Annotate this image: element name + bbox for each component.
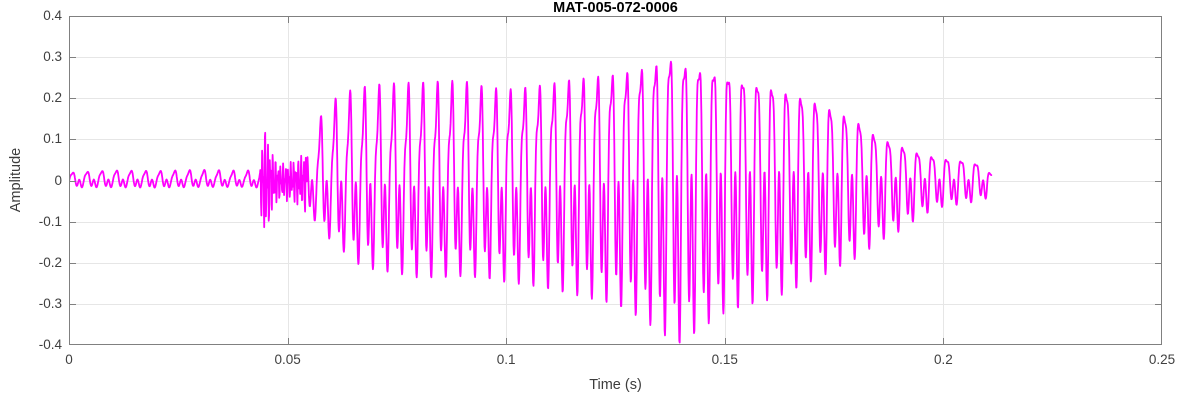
- y-tick-label: -0.2: [38, 254, 62, 270]
- y-tick-label: 0.4: [43, 8, 62, 23]
- y-tick-label: -0.1: [38, 213, 62, 229]
- y-tick-label: -0.3: [38, 295, 62, 311]
- x-tick-label: 0.05: [274, 352, 301, 367]
- y-tick-label: -0.4: [38, 337, 62, 352]
- waveform-canvas: [69, 16, 1162, 345]
- x-tick-label: 0.2: [934, 352, 953, 367]
- x-tick-label: 0.1: [496, 352, 516, 367]
- y-tick-label: 0.2: [43, 90, 62, 106]
- y-tick-label: 0: [54, 172, 62, 188]
- x-tick-label: 0.15: [711, 352, 738, 367]
- axis-box: [69, 16, 1162, 345]
- y-tick-label: 0.3: [43, 49, 62, 65]
- chart-title: MAT-005-072-0006: [553, 0, 678, 16]
- x-axis-label: Time (s): [589, 377, 642, 393]
- plot-area: [69, 16, 1162, 345]
- waveform-series: [69, 60, 993, 344]
- x-tick-label: 0.25: [1148, 352, 1176, 367]
- y-tick-label: 0.1: [43, 131, 62, 147]
- x-tick-label: 0: [65, 352, 73, 367]
